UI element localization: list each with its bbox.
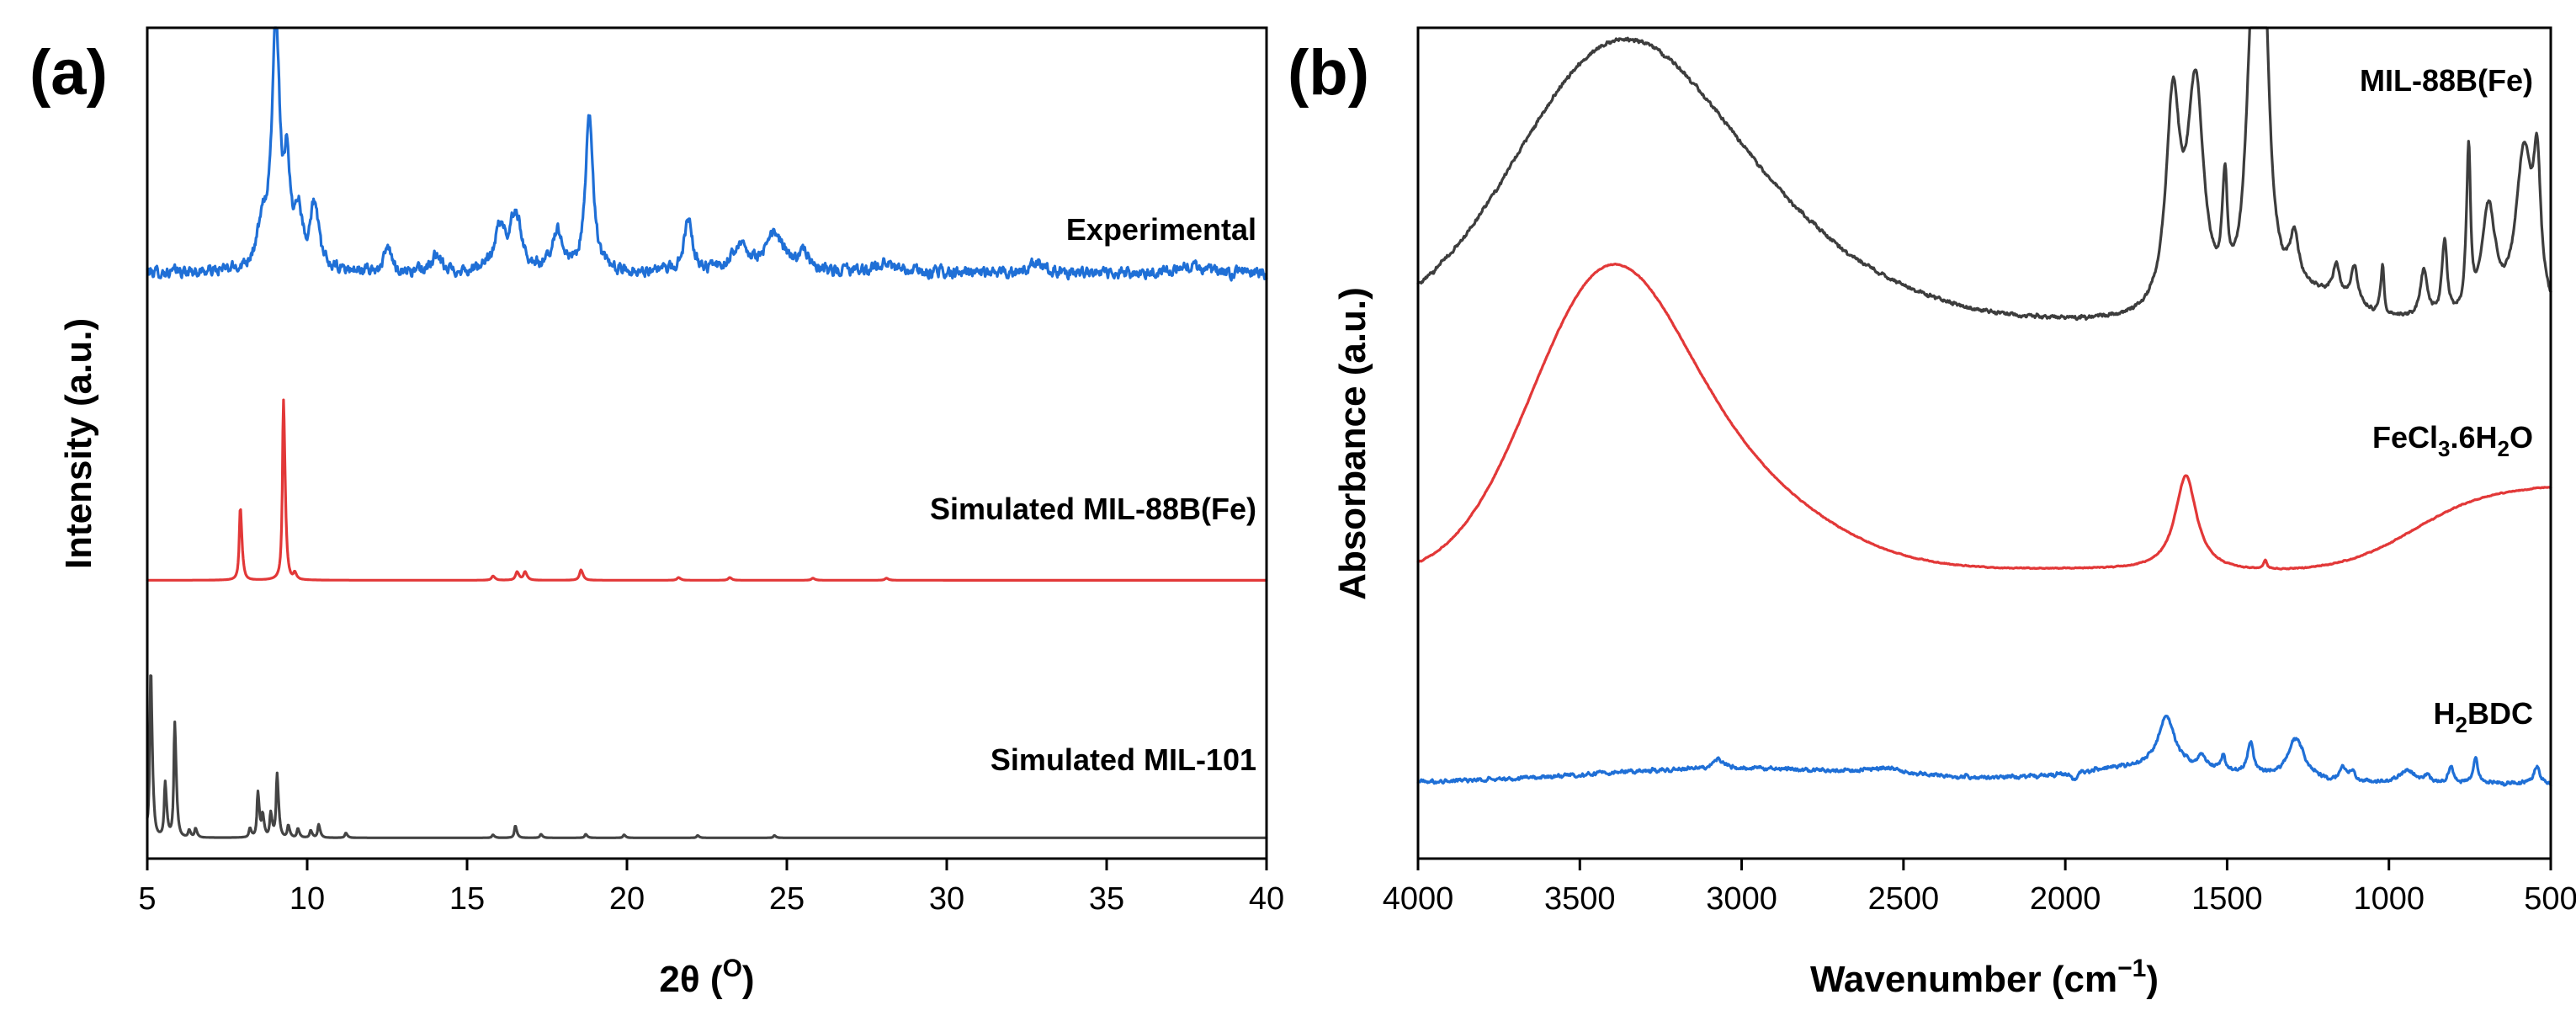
label-experimental: Experimental [1066,212,1256,247]
trace-experimental [146,26,1268,282]
x-title-superscript: O [723,955,742,982]
x-tick-label: 500 [2524,881,2576,917]
label-simulated-mil-88b: Simulated MIL-88B(Fe) [930,492,1256,526]
panel-a-label: (a) [29,37,108,109]
x-tick-label: 35 [1089,881,1124,917]
b-x-title-close: ) [2146,959,2159,1000]
fecl3-label-part1: FeCl [2372,420,2438,455]
x-title-main: 2θ [659,959,699,1000]
panel-b-plot-frame [1416,26,2552,860]
x-tick-label: 4000 [1383,881,1454,917]
panel-a-x-axis-title: 2θ (O) [659,955,754,1000]
x-tick-label: 30 [929,881,964,917]
label-mil-88b-fe: MIL-88B(Fe) [2360,63,2533,98]
x-tick-label: 20 [609,881,645,917]
panel-a-x-ticks: 5 10 15 20 25 30 35 40 [138,859,1284,917]
x-tick-label: 3500 [1544,881,1616,917]
fecl3-label-part3: O [2510,420,2533,455]
trace-simulated-mil-88b-fe- [146,398,1268,582]
trace-fecl3-6h2o [1416,263,2552,571]
x-tick-label: 2500 [1868,881,1940,917]
h2bdc-label-part1: H [2434,696,2456,731]
panel-a-plot-frame [146,26,1268,860]
trace-simulated-mil-101 [146,674,1268,839]
trace-mil-88b-fe- [1416,26,2552,322]
fecl3-label-part2: .6H [2450,420,2497,455]
panel-a-y-axis-title: Intensity (a.u.) [58,318,99,569]
b-x-title-main: Wavenumber (cm [1810,959,2117,1000]
panel-b-x-axis-title: Wavenumber (cm−1) [1810,955,2159,1000]
x-tick-label: 3000 [1706,881,1777,917]
x-tick-label: 1000 [2353,881,2425,917]
x-tick-label: 5 [138,881,156,917]
x-title-close: ) [742,959,755,1000]
fecl3-label-sub1: 3 [2438,436,2450,461]
x-tick-label: 15 [449,881,485,917]
fecl3-label-sub2: 2 [2498,436,2510,461]
panel-a-traces [146,26,1268,839]
label-h2bdc: H2BDC [2434,696,2533,737]
panel-a-xrd-chart: (a) 5 10 15 20 25 30 35 40 Experimental Simulat… [29,26,1284,1000]
panel-b-y-axis-title: Absorbance (a.u.) [1332,287,1373,600]
x-tick-label: 40 [1249,881,1284,917]
trace-h2bdc [1416,714,2552,787]
panel-b-traces [1416,26,2552,787]
h2bdc-label-part2: BDC [2467,696,2533,731]
label-simulated-mil-101: Simulated MIL-101 [991,742,1256,777]
b-x-title-superscript: −1 [2117,955,2146,982]
x-tick-label: 2000 [2030,881,2101,917]
panel-b-x-ticks: 4000 3500 3000 2500 2000 1500 1000 500 [1383,859,2576,917]
h2bdc-label-sub: 2 [2456,712,2467,737]
panel-b-label: (b) [1288,37,1369,109]
x-tick-label: 10 [289,881,325,917]
panel-b-ftir-chart: (b) 4000 3500 3000 2500 2000 1500 1000 500 MIL-… [1288,26,2576,1000]
x-tick-label: 1500 [2191,881,2263,917]
x-title-open: ( [700,959,723,1000]
x-tick-label: 25 [769,881,805,917]
label-fecl3-6h2o: FeCl3.6H2O [2372,420,2533,461]
